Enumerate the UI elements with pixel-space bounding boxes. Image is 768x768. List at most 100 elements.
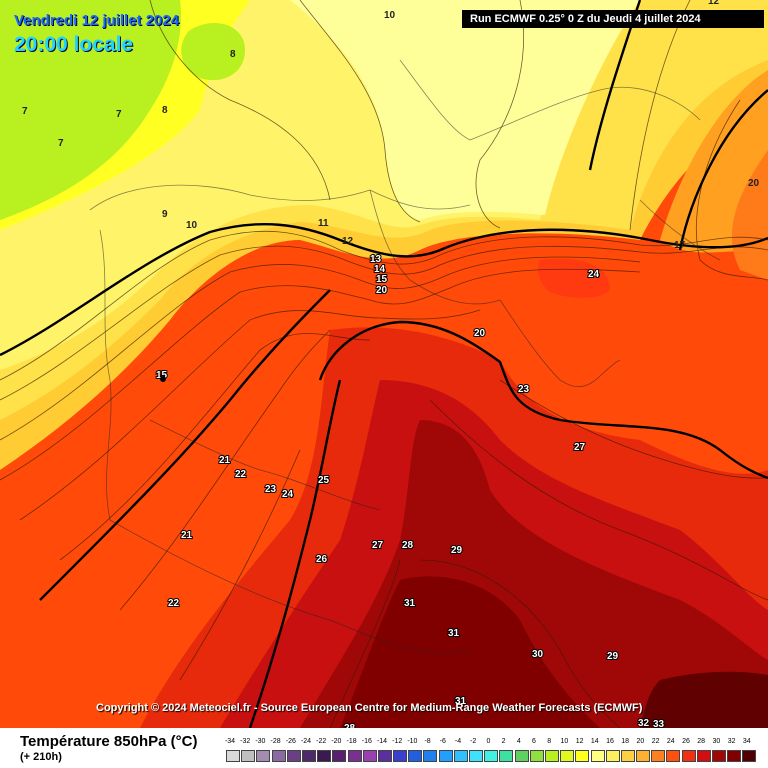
- forecast-date: Vendredi 12 juillet 2024: [14, 12, 180, 29]
- scale-label: 12: [575, 738, 584, 745]
- map-label: 22: [168, 598, 180, 609]
- scale-label: -16: [361, 738, 372, 745]
- scale-swatch: [226, 750, 240, 762]
- scale-swatch: [301, 750, 316, 762]
- scale-label: 34: [742, 738, 751, 745]
- map-label: 7: [22, 106, 28, 117]
- field-east-deep-orange: [731, 150, 768, 280]
- legend-subtitle: (+ 210h): [20, 751, 62, 763]
- scale-label: -12: [392, 738, 403, 745]
- copyright-text: Copyright © 2024 Meteociel.fr - Source E…: [96, 702, 643, 714]
- map-label: 13: [370, 254, 382, 265]
- scale-label: 14: [590, 738, 599, 745]
- scale-label: 6: [532, 738, 536, 745]
- scale-label: 2: [501, 738, 506, 745]
- scale-swatch: [393, 750, 408, 762]
- scale-label: 20: [636, 738, 645, 745]
- scale-swatch: [575, 750, 590, 762]
- scale-swatch: [484, 750, 499, 762]
- scale-label: -32: [240, 738, 251, 745]
- scale-swatch: [651, 750, 666, 762]
- map-label: 31: [404, 598, 416, 609]
- map-label: 28: [402, 540, 414, 551]
- borders: [89, 59, 721, 653]
- map-label: 27: [372, 540, 384, 551]
- scale-label: 10: [560, 738, 569, 745]
- map-label: 24: [282, 489, 294, 500]
- legend-title: Température 850hPa (°C): [20, 733, 198, 750]
- map-label: 7: [116, 109, 122, 120]
- scale-swatch: [469, 750, 483, 762]
- map-label: 32: [638, 718, 650, 728]
- scale-label: -14: [376, 738, 388, 745]
- scale-swatch: [590, 750, 605, 762]
- map-label: 7: [58, 138, 64, 149]
- scale-label: -2: [470, 738, 477, 745]
- map-label: 23: [265, 484, 277, 495]
- scale-label: 16: [606, 738, 614, 745]
- map-label: 10: [186, 220, 198, 231]
- scale-swatch: [544, 750, 559, 762]
- scale-swatch: [499, 750, 514, 762]
- scale-label: -24: [300, 738, 312, 745]
- bold-contours: [0, 0, 768, 728]
- scale-label: -10: [407, 738, 418, 745]
- scale-swatch: [696, 750, 711, 762]
- map-label: 22: [235, 469, 247, 480]
- scale-swatch: [453, 750, 468, 762]
- map-label: 8: [230, 49, 236, 60]
- map-label: 12: [342, 236, 354, 247]
- scale-swatch: [605, 750, 620, 762]
- map-value-labels: 10 8 7 7 7 8 9 10 11 12 13 14 15 20 12 1…: [22, 0, 760, 728]
- scale-swatch: [362, 750, 377, 762]
- scale-swatch: [560, 750, 575, 762]
- scale-swatch: [712, 750, 726, 762]
- map-label: 26: [316, 554, 328, 565]
- scale-label: -28: [270, 738, 281, 745]
- map-label: 10: [384, 10, 396, 21]
- scale-swatch: [727, 750, 742, 762]
- map-label: 11: [318, 218, 329, 229]
- scale-swatch: [620, 750, 635, 762]
- map-label: 31: [448, 628, 460, 639]
- map-label: 12: [708, 0, 720, 7]
- map-label: 8: [162, 105, 168, 116]
- map-label: 14: [374, 264, 386, 275]
- map-label: 9: [162, 209, 168, 220]
- map-label: 23: [518, 384, 530, 395]
- contour-lines: [0, 0, 768, 728]
- scale-label: 24: [666, 738, 675, 745]
- scale-swatch: [408, 750, 423, 762]
- city-marker: [160, 376, 166, 382]
- field-maroon: [340, 576, 600, 728]
- scale-label: -34: [224, 738, 236, 745]
- scale-swatch: [666, 750, 681, 762]
- field-warm-patch: [538, 258, 610, 298]
- map-label: 25: [318, 475, 330, 486]
- scale-label: 30: [712, 738, 721, 745]
- run-info: Run ECMWF 0.25° 0 Z du Jeudi 4 juillet 2…: [462, 10, 764, 28]
- scale-label: 32: [727, 738, 736, 745]
- map-label: 15: [376, 274, 388, 285]
- scale-label: -30: [255, 738, 266, 745]
- scale-swatch: [286, 750, 301, 762]
- scale-swatch: [317, 750, 332, 762]
- map-label: 27: [574, 442, 586, 453]
- map-label: 28: [344, 723, 356, 728]
- map-label: 29: [607, 651, 619, 662]
- map-label: 31: [455, 696, 467, 707]
- field-pale-yellow: [290, 0, 640, 220]
- scale-swatch: [241, 750, 256, 762]
- field-lime-patch: [181, 22, 245, 81]
- scale-swatch: [681, 750, 696, 762]
- scale-label: -20: [331, 738, 342, 745]
- scale-swatch: [514, 750, 529, 762]
- scale-swatch: [636, 750, 651, 762]
- scale-swatches: [226, 750, 758, 762]
- map-label: 24: [588, 269, 600, 280]
- scale-swatch: [742, 750, 757, 762]
- map-label: 29: [451, 545, 463, 556]
- scale-label: 28: [697, 738, 706, 745]
- scale-swatch: [347, 750, 362, 762]
- scale-label: 22: [651, 738, 660, 745]
